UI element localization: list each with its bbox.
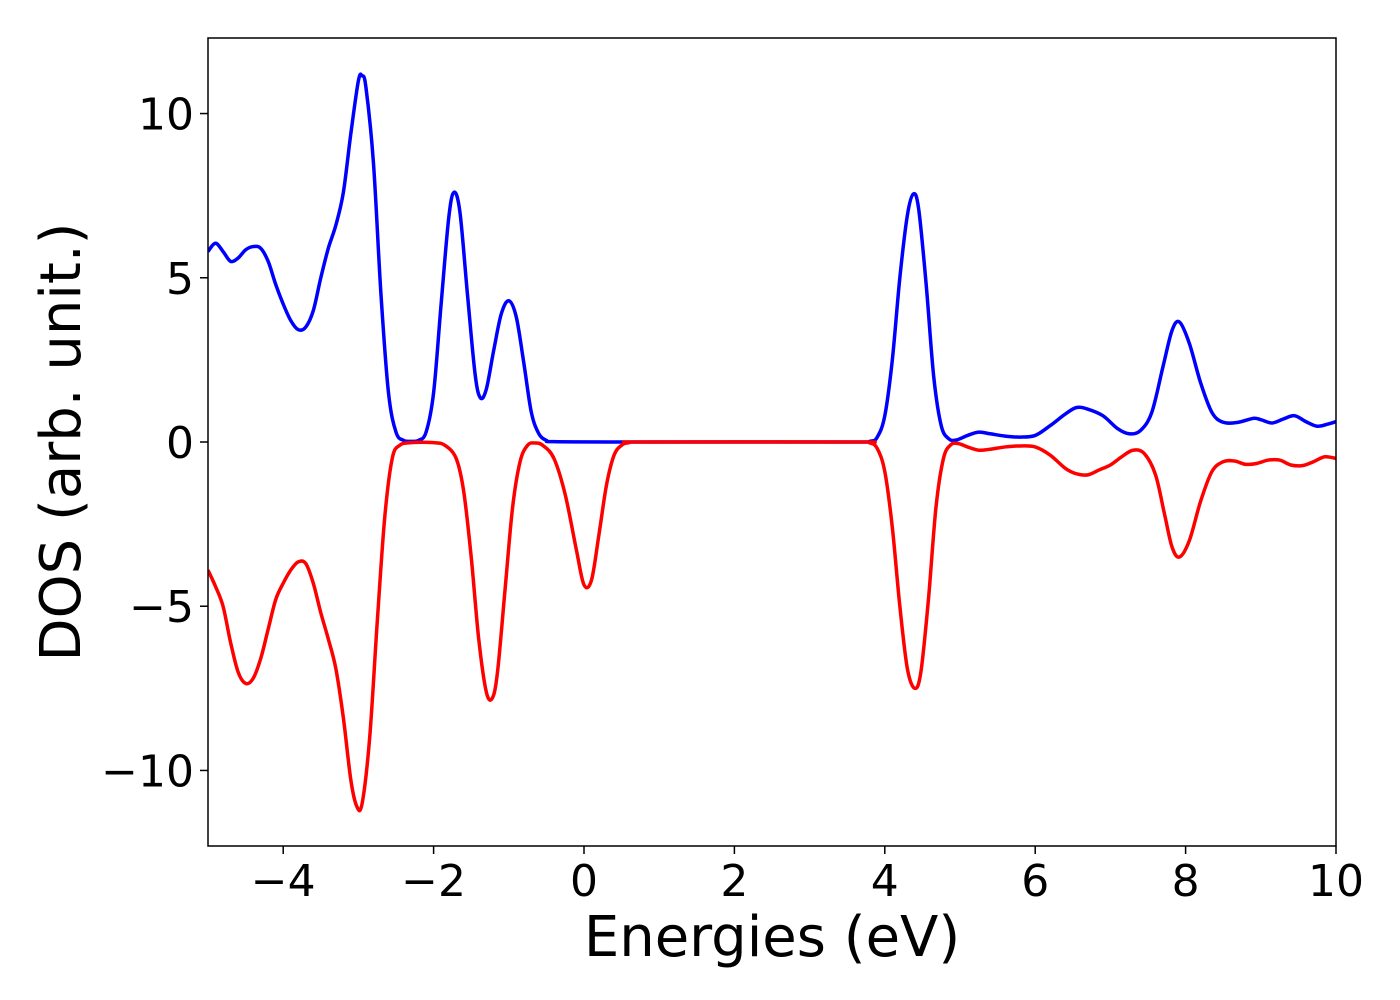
- x-tick-label: 10: [1308, 856, 1364, 907]
- plot-lines: [208, 72, 1336, 813]
- y-tick-label: 10: [138, 90, 194, 141]
- x-axis-title: Energies (eV): [584, 905, 960, 970]
- y-tick-label: 0: [166, 418, 194, 469]
- y-tick-label: −10: [101, 746, 194, 797]
- y-axis-title: DOS (arb. unit.): [29, 222, 94, 661]
- x-tick-label: 8: [1172, 856, 1200, 907]
- x-tick-label: 0: [570, 856, 598, 907]
- series-line-1: [208, 72, 1336, 444]
- x-axis: −4 −2 0 2 4 6 8 10: [251, 846, 1364, 907]
- x-tick-label: 2: [720, 856, 748, 907]
- series-line-2: [208, 440, 1336, 813]
- y-axis: −10 −5 0 5 10: [101, 90, 208, 797]
- x-tick-label: −4: [251, 856, 316, 907]
- y-tick-label: −5: [129, 582, 194, 633]
- x-tick-label: 6: [1021, 856, 1049, 907]
- x-tick-label: 4: [871, 856, 899, 907]
- y-tick-label: 5: [166, 254, 194, 305]
- x-tick-label: −2: [401, 856, 466, 907]
